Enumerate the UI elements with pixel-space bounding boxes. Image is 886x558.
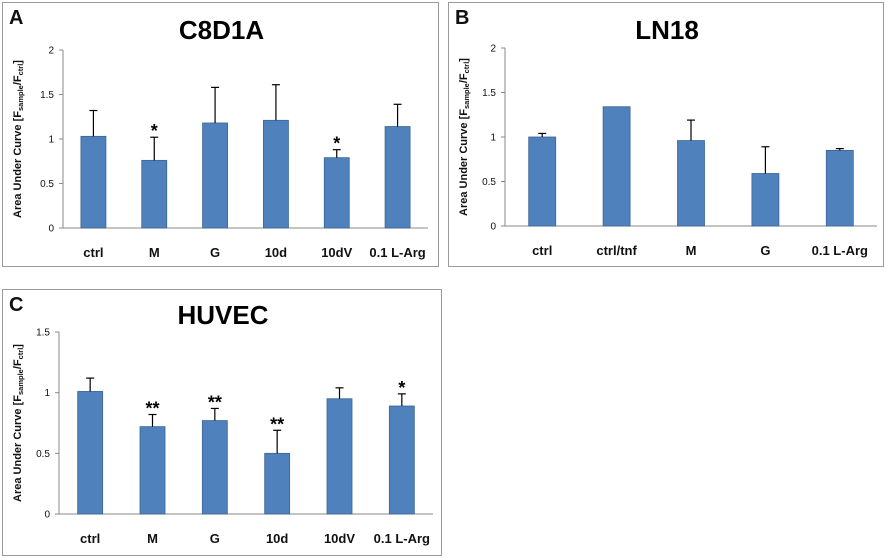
y-tick-label: 0 [48, 224, 54, 235]
bar [825, 149, 854, 227]
category-label: ctrl [532, 243, 552, 258]
bar [323, 157, 350, 229]
category-label: M [147, 531, 158, 546]
category-label: ctrl [83, 245, 103, 260]
panel-b: B LN18 0 0.5 1 1.5 2 Area Under Curve [Fsampl… [448, 2, 884, 267]
panel-letter: A [9, 7, 24, 29]
y-tick-label: 1.5 [482, 88, 496, 99]
chart-title: HUVEC [177, 300, 269, 330]
significance-marker: * [151, 121, 158, 141]
category-label: 0.1 L-Arg [369, 245, 425, 260]
bar-chart-c8d1a: 0 0.5 1 1.5 2 Area Under Curve [Fsample/Fctrl… [12, 46, 428, 260]
bar [141, 159, 168, 229]
significance-marker: ** [270, 414, 284, 434]
y-axis-label: Area Under Curve [Fsample/Fctrl] [12, 344, 25, 502]
category-label: ctrl/tnf [596, 243, 637, 258]
y-tick-label: 0.5 [40, 179, 54, 190]
y-tick-label: 2 [48, 46, 54, 57]
y-tick-label: 0 [490, 222, 496, 233]
category-label: 0.1 L-Arg [374, 531, 430, 546]
y-axis-label: Area Under Curve [Fsample/Fctrl] [458, 58, 471, 216]
chart-title: LN18 [635, 15, 699, 45]
bar [326, 398, 353, 515]
category-label: 10d [266, 531, 288, 546]
bar [751, 173, 780, 227]
significance-marker: * [333, 134, 340, 154]
bar [139, 426, 166, 515]
category-label: M [149, 245, 160, 260]
bar [677, 140, 705, 227]
bar [602, 106, 631, 227]
category-label: G [210, 245, 220, 260]
bar [80, 135, 107, 229]
chart-title: C8D1A [178, 15, 265, 45]
y-tick-label: 1 [48, 135, 54, 146]
significance-marker: ** [208, 392, 222, 412]
bar [77, 391, 104, 515]
significance-marker: * [398, 378, 405, 398]
y-tick-label: 1 [490, 133, 496, 144]
y-tick-label: 1.5 [36, 328, 50, 339]
significance-marker: ** [145, 399, 159, 419]
y-axis-label: Area Under Curve [Fsample/Fctrl] [12, 60, 25, 218]
y-tick-label: 0.5 [482, 177, 496, 188]
bar [384, 126, 411, 229]
bar-chart-huvec: 0 0.5 1 1.5 Area Under Curve [Fsample/Fctrl]… [12, 328, 433, 546]
panel-a: A C8D1A 0 0.5 1 1.5 2 Area Under Curve [Fsamp… [2, 2, 439, 267]
y-tick-label: 1.5 [40, 90, 54, 101]
category-label: ctrl [80, 531, 100, 546]
bar [201, 420, 228, 515]
category-label: 0.1 L-Arg [812, 243, 868, 258]
category-label: 10dV [321, 245, 352, 260]
panel-letter: C [9, 294, 24, 316]
category-label: G [210, 531, 220, 546]
bar [528, 136, 557, 227]
y-tick-label: 0 [44, 510, 50, 521]
y-tick-label: 2 [490, 44, 496, 55]
bar [264, 452, 291, 515]
panel-c: C HUVEC 0 0.5 1 1.5 Area Under Curve [Fsampl… [2, 289, 442, 556]
category-label: 10d [265, 245, 287, 260]
category-label: G [760, 243, 770, 258]
bar [388, 405, 415, 515]
y-tick-label: 1 [44, 388, 50, 399]
y-tick-label: 0.5 [36, 449, 50, 460]
bar [202, 122, 228, 229]
bar [263, 119, 289, 229]
category-label: 10dV [324, 531, 355, 546]
category-label: M [686, 243, 697, 258]
panel-letter: B [455, 7, 470, 29]
bar-chart-ln18: 0 0.5 1 1.5 2 Area Under Curve [Fsample/Fctrl… [458, 44, 877, 258]
